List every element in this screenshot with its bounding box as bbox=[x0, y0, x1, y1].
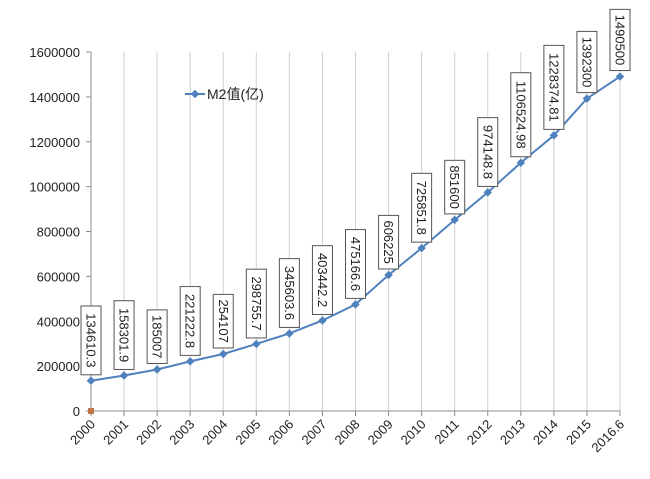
y-tick-label: 1600000 bbox=[29, 45, 80, 60]
data-label: 298755.7 bbox=[245, 268, 267, 339]
data-label: 254107 bbox=[212, 293, 234, 349]
data-label-text: 345603.6 bbox=[282, 266, 297, 320]
data-label-text: 298755.7 bbox=[249, 276, 264, 330]
data-label-box bbox=[245, 268, 267, 339]
y-tick-label: 400000 bbox=[37, 314, 80, 329]
data-label-text: 1392300 bbox=[579, 37, 594, 88]
data-label: 134610.3 bbox=[80, 305, 102, 376]
data-label-box bbox=[576, 30, 598, 94]
data-point-marker bbox=[384, 270, 393, 280]
data-point-marker bbox=[450, 215, 459, 225]
x-tick-label: 2013 bbox=[497, 417, 528, 448]
x-tick-label: 2009 bbox=[365, 417, 396, 448]
data-point-marker bbox=[417, 243, 426, 253]
data-label-box bbox=[179, 286, 201, 356]
x-tick-label: 2004 bbox=[199, 417, 230, 448]
data-label-text: 851600 bbox=[447, 165, 462, 208]
data-label: 1490500 bbox=[609, 8, 631, 72]
data-label: 1106524.98 bbox=[510, 72, 532, 158]
data-label: 851600 bbox=[444, 159, 466, 215]
data-point-marker bbox=[483, 188, 492, 197]
grid-lines bbox=[123, 52, 621, 411]
data-label-box bbox=[345, 229, 366, 299]
x-tick-label: 2003 bbox=[166, 417, 197, 448]
data-label-box bbox=[146, 309, 168, 364]
data-point-marker bbox=[219, 349, 228, 359]
data-label-text: 1228374.81 bbox=[546, 53, 561, 122]
data-label-text: 974148.8 bbox=[480, 125, 495, 179]
y-tick-label: 600000 bbox=[37, 269, 80, 284]
y-tick-label: 1000000 bbox=[29, 180, 80, 195]
data-point-marker bbox=[86, 376, 96, 386]
data-label-box bbox=[444, 159, 466, 215]
data-label-text: 221222.8 bbox=[183, 294, 198, 348]
data-label-text: 475166.6 bbox=[348, 237, 363, 291]
x-tick-label: 2010 bbox=[398, 417, 429, 448]
data-label-box bbox=[411, 172, 433, 243]
data-point-marker bbox=[152, 365, 162, 374]
data-label-box bbox=[113, 300, 135, 370]
data-label: 1228374.81 bbox=[543, 44, 565, 130]
y-tick-label: 200000 bbox=[37, 359, 80, 374]
data-point-marker bbox=[285, 329, 294, 338]
x-tick-label: 2016.6 bbox=[588, 417, 627, 456]
data-label: 185007 bbox=[146, 309, 168, 364]
data-label-box bbox=[510, 72, 532, 158]
data-labels: 134610.3 158301.9 185007 221222.8 254107 2987… bbox=[80, 8, 631, 376]
data-label-text: 606225 bbox=[381, 220, 396, 263]
data-label-text: 403442.2 bbox=[315, 253, 330, 307]
data-label: 345603.6 bbox=[278, 258, 300, 328]
legend-series-name: M2值(亿) bbox=[207, 86, 264, 102]
data-label-box bbox=[311, 245, 333, 315]
y-tick-label: 0 bbox=[73, 404, 80, 419]
x-tick-label: 2006 bbox=[265, 417, 296, 448]
data-label-box bbox=[609, 8, 631, 72]
data-label: 606225 bbox=[378, 214, 400, 270]
data-label: 974148.8 bbox=[477, 117, 499, 187]
y-tick-label: 1200000 bbox=[29, 135, 80, 150]
data-point-marker bbox=[119, 371, 129, 380]
data-label-box bbox=[212, 293, 234, 349]
x-tick-label: 2011 bbox=[431, 417, 461, 447]
x-tick-label: 2012 bbox=[464, 417, 495, 448]
x-tick-label: 2002 bbox=[133, 417, 164, 448]
data-point-marker bbox=[252, 339, 261, 349]
data-label-text: 725851.8 bbox=[414, 181, 429, 235]
y-tick-label: 800000 bbox=[37, 225, 80, 240]
series-line bbox=[86, 72, 625, 414]
data-label-box bbox=[477, 117, 499, 187]
data-label: 725851.8 bbox=[411, 172, 433, 243]
data-label-text: 1490500 bbox=[613, 15, 628, 66]
legend-marker-swatch bbox=[190, 89, 200, 99]
data-label: 158301.9 bbox=[113, 300, 135, 370]
data-label-text: 1106524.98 bbox=[513, 81, 528, 149]
data-label-box bbox=[278, 258, 300, 328]
x-tick-label: 2008 bbox=[332, 417, 363, 448]
data-point-marker bbox=[185, 357, 195, 366]
origin-marker bbox=[88, 408, 94, 414]
x-tick-label: 2000 bbox=[67, 417, 98, 448]
data-label-text: 254107 bbox=[216, 299, 231, 342]
x-tick-label: 2014 bbox=[530, 417, 561, 448]
data-label-box bbox=[378, 214, 400, 270]
y-tick-label: 1400000 bbox=[29, 90, 80, 105]
data-label-box bbox=[543, 44, 565, 130]
data-label: 475166.6 bbox=[345, 229, 366, 299]
x-axis-ticks: 2000 2001 2002 2003 2004 2005 2006 2007 2008 2009… bbox=[67, 411, 627, 455]
x-tick-label: 2001 bbox=[100, 417, 131, 448]
data-label-text: 158301.9 bbox=[117, 308, 132, 362]
data-label: 1392300 bbox=[576, 30, 598, 94]
x-tick-label: 2007 bbox=[299, 417, 330, 448]
data-label-text: 185007 bbox=[150, 315, 165, 358]
legend: M2值(亿) bbox=[185, 86, 264, 102]
x-tick-label: 2005 bbox=[232, 417, 263, 448]
data-label: 221222.8 bbox=[179, 286, 201, 356]
data-label: 403442.2 bbox=[311, 245, 333, 315]
data-label-text: 134610.3 bbox=[84, 313, 99, 367]
data-label-box bbox=[80, 305, 102, 376]
data-point-marker bbox=[351, 300, 360, 309]
data-point-marker bbox=[318, 316, 327, 325]
